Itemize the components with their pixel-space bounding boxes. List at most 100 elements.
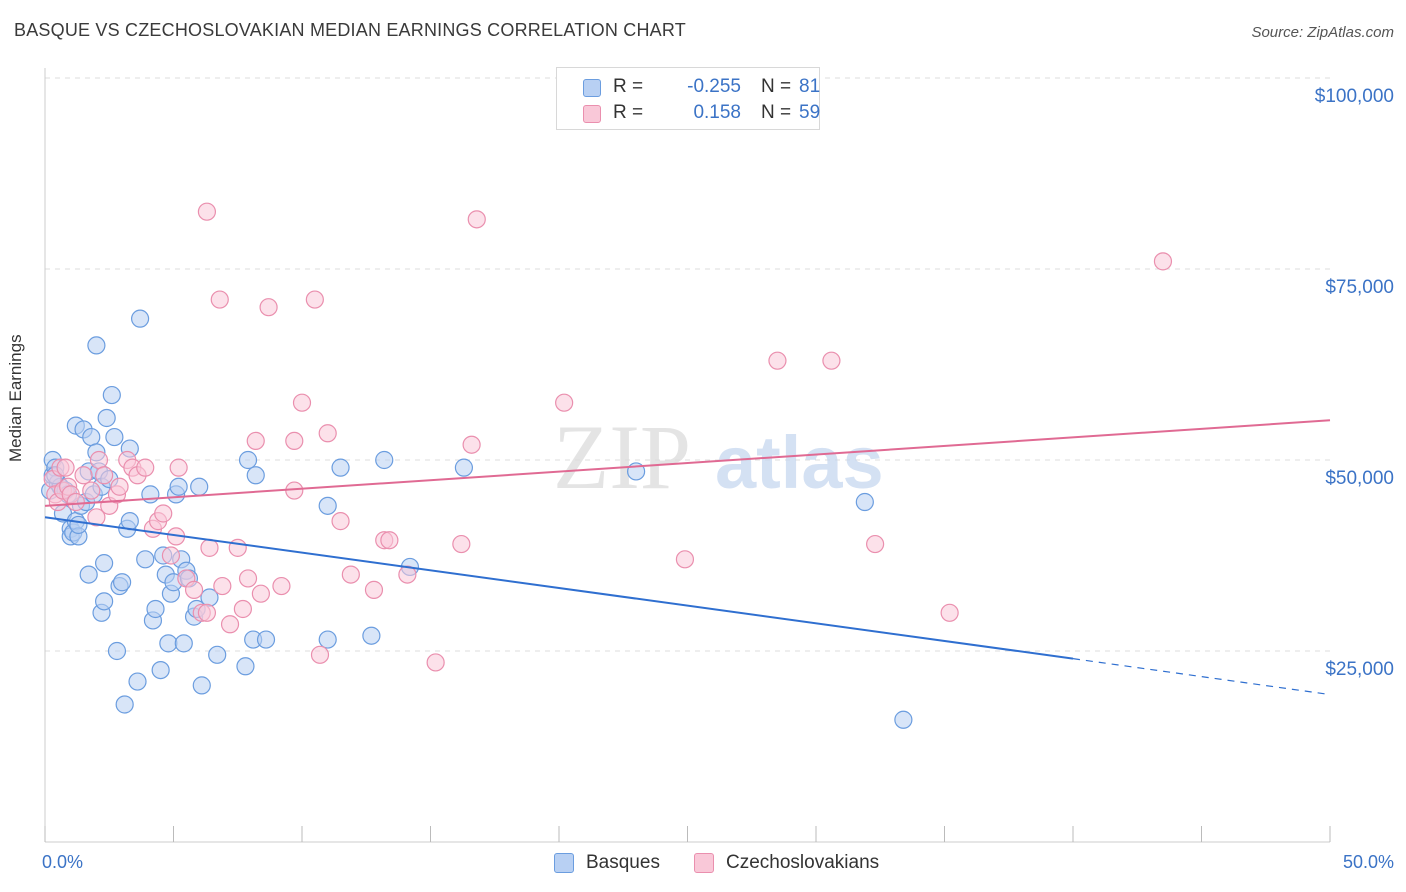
legend-r-value-basques: -0.255 <box>687 76 741 97</box>
basques-point-23 <box>87 336 106 355</box>
czechoslovakians-points <box>43 202 1173 672</box>
legend-swatch-basques <box>583 79 601 97</box>
basques-point-69 <box>318 496 337 515</box>
basques-trend-line-extension <box>1072 658 1331 696</box>
bottom-legend-swatch-basques <box>554 853 574 873</box>
czechoslovakians-point-9 <box>74 466 93 485</box>
legend-n-value-basques: 81 <box>799 76 821 97</box>
y-tick-label-3: $100,000 <box>1314 86 1394 107</box>
czechoslovakians-point-61 <box>822 351 841 370</box>
czechoslovakians-trend-line <box>44 419 1331 507</box>
basques-point-49 <box>159 634 178 653</box>
chart-title: BASQUE VS CZECHOSLOVAKIAN MEDIAN EARNING… <box>14 20 686 40</box>
czechoslovakians-point-30 <box>197 603 217 622</box>
basques-point-71 <box>331 458 350 477</box>
axes <box>44 68 1331 843</box>
bottom-legend-label-basques: Basques <box>586 852 660 873</box>
czechoslovakians-point-48 <box>331 512 350 531</box>
basques-point-65 <box>238 450 258 470</box>
basques-point-68 <box>256 630 276 649</box>
czechoslovakians-point-39 <box>251 584 270 603</box>
basques-point-61 <box>192 676 211 695</box>
czechoslovakians-point-60 <box>768 351 787 370</box>
czechoslovakians-point-46 <box>310 645 330 664</box>
basques-point-35 <box>112 573 132 592</box>
basques-point-55 <box>174 634 193 653</box>
basques-point-27 <box>95 592 114 611</box>
czechoslovakians-point-63 <box>940 603 959 622</box>
czechoslovakians-point-47 <box>318 424 337 443</box>
basques-point-32 <box>105 427 124 447</box>
czechoslovakians-point-24 <box>161 546 181 565</box>
basques-point-73 <box>375 450 394 470</box>
legend-r-label: R = <box>613 102 644 123</box>
czechoslovakians-point-62 <box>866 534 885 554</box>
y-tick-label-2: $75,000 <box>1325 277 1394 298</box>
czechoslovakians-point-16 <box>110 477 129 496</box>
basques-point-46 <box>151 660 170 680</box>
basques-point-31 <box>102 385 121 405</box>
czechoslovakians-point-35 <box>228 538 247 557</box>
czechoslovakians-point-11 <box>87 508 106 527</box>
czechoslovakians-point-8 <box>66 492 85 512</box>
czechoslovakians-point-59 <box>675 550 695 569</box>
basques-point-36 <box>115 695 134 714</box>
basques-point-45 <box>146 599 165 619</box>
czechoslovakians-point-23 <box>154 504 173 523</box>
basques-point-42 <box>136 550 155 569</box>
czechoslovakians-point-54 <box>426 653 445 672</box>
czechoslovakians-point-41 <box>272 576 291 596</box>
basques-point-53 <box>169 477 188 496</box>
x-tick-label-min: 0.0% <box>42 852 84 872</box>
basques-point-19 <box>79 565 98 584</box>
czechoslovakians-point-10 <box>82 481 101 500</box>
czechoslovakians-point-56 <box>462 435 481 454</box>
czechoslovakians-point-37 <box>238 569 258 588</box>
czechoslovakians-point-65 <box>197 202 217 221</box>
legend-n-label: N = <box>761 76 792 97</box>
czechoslovakians-point-40 <box>259 298 278 317</box>
basques-point-20 <box>82 427 101 447</box>
czechoslovakians-point-5 <box>56 458 75 477</box>
source-credit: Source: ZipAtlas.com <box>1251 24 1394 41</box>
czechoslovakians-point-44 <box>292 393 312 412</box>
stats-legend: R = -0.255 N = 81 R = 0.158 N = 59 <box>556 67 820 130</box>
czechoslovakians-point-43 <box>285 431 304 450</box>
basques-point-29 <box>97 408 116 428</box>
czechoslovakians-point-57 <box>467 210 486 229</box>
basques-point-60 <box>190 477 209 496</box>
basques-point-70 <box>318 630 337 649</box>
basques-points <box>41 309 913 729</box>
basques-point-64 <box>236 657 255 676</box>
basques-point-75 <box>454 458 474 477</box>
y-tick-label-1: $50,000 <box>1325 468 1394 489</box>
basques-point-63 <box>208 645 227 664</box>
legend-r-label: R = <box>613 76 644 97</box>
czechoslovakians-point-45 <box>305 290 324 309</box>
basques-point-72 <box>362 626 381 645</box>
czechoslovakians-point-12 <box>89 450 109 470</box>
watermark: ZIP atlas <box>553 406 884 508</box>
czechoslovakians-point-34 <box>220 615 240 634</box>
czechoslovakians-point-20 <box>136 458 155 477</box>
y-tick-label-0: $25,000 <box>1325 659 1394 680</box>
czechoslovakians-point-32 <box>210 290 229 309</box>
basques-point-33 <box>107 641 127 661</box>
basques-point-78 <box>894 710 913 729</box>
czechoslovakians-point-33 <box>213 576 232 596</box>
czechoslovakians-point-58 <box>555 393 574 412</box>
gridlines <box>45 77 1330 652</box>
basques-point-28 <box>95 554 114 573</box>
basques-point-77 <box>855 492 874 512</box>
legend-n-label: N = <box>761 102 792 123</box>
basques-point-40 <box>128 672 147 691</box>
bottom-legend-label-czechoslovakians: Czechoslovakians <box>726 852 880 873</box>
czechoslovakians-point-64 <box>1153 252 1173 271</box>
basques-point-38 <box>120 512 139 531</box>
legend-swatch-czechoslovakians <box>583 105 601 123</box>
watermark-zip: ZIP <box>553 406 691 508</box>
czechoslovakians-point-55 <box>452 534 471 554</box>
basques-trend-line <box>44 516 1074 660</box>
bottom-legend-swatch-czechoslovakians <box>694 853 714 873</box>
czechoslovakians-point-50 <box>364 580 384 599</box>
